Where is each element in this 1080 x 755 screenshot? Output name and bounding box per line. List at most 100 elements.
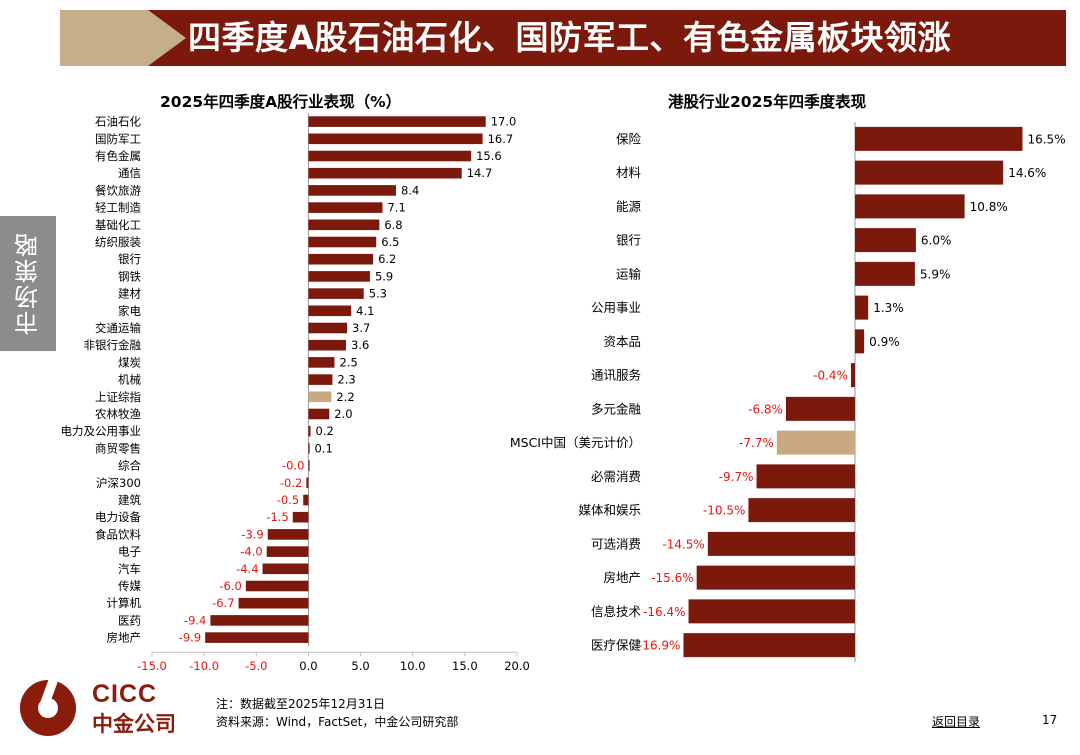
cicc-logo: CICC 中金公司 (20, 680, 190, 736)
b-bar (696, 565, 855, 590)
b-data-label: 0.9% (869, 335, 900, 349)
a-data-label: -4.0 (240, 545, 262, 559)
a-category-label: 轻工制造 (95, 201, 141, 215)
a-bar (308, 408, 330, 420)
b-data-label: 1.3% (873, 301, 904, 315)
a-category-label: 非银行金融 (84, 338, 142, 352)
b-category-label: 能源 (616, 199, 642, 214)
title-banner: 四季度A股石油石化、国防军工、有色金属板块领涨 (60, 10, 1066, 66)
a-data-label: 17.0 (491, 115, 517, 129)
a-data-label: -6.7 (212, 596, 234, 610)
a-x-tick-label: 0.0 (299, 659, 317, 673)
b-data-label: -9.7% (719, 470, 754, 484)
b-category-label: 可选消费 (591, 536, 641, 551)
a-category-label: 银行 (118, 252, 141, 266)
a-data-label: -1.5 (266, 510, 288, 524)
a-category-label: 餐饮旅游 (95, 183, 141, 197)
a-bar (308, 236, 377, 248)
a-x-tick-label: 15.0 (452, 659, 478, 673)
a-bar (308, 116, 486, 127)
logo-text-cn: 中金公司 (92, 712, 176, 736)
a-bar (308, 391, 332, 403)
a-category-label: 纺织服装 (95, 235, 141, 249)
a-share-chart-title: 2025年四季度A股行业表现（%） (160, 93, 402, 111)
a-data-label: 2.3 (337, 373, 355, 387)
a-data-label: 6.8 (384, 218, 402, 232)
a-x-tick-label: -5.0 (245, 659, 267, 673)
b-category-label: 医疗保健 (591, 638, 642, 653)
a-bar (308, 425, 311, 437)
a-data-label: 0.1 (314, 441, 332, 455)
hk-chart-title: 港股行业2025年四季度表现 (668, 93, 867, 111)
b-data-label: 10.8% (970, 200, 1008, 214)
footer-source: 资料来源：Wind，FactSet，中金公司研究部 (216, 715, 459, 729)
a-data-label: 2.0 (334, 407, 352, 421)
a-bar (308, 133, 483, 145)
b-category-label: 房地产 (603, 570, 641, 585)
a-data-label: -9.9 (179, 631, 201, 645)
a-data-label: -0.2 (280, 476, 302, 490)
b-data-label: -10.5% (703, 504, 745, 518)
a-category-label: 国防军工 (95, 132, 141, 146)
b-category-label: 资本品 (603, 334, 641, 349)
a-bar (308, 253, 374, 265)
a-x-tick-label: -15.0 (137, 659, 167, 673)
a-bar (267, 529, 309, 540)
a-bar (306, 477, 309, 489)
a-bar (308, 185, 397, 196)
a-bar (308, 339, 346, 351)
b-category-label: 材料 (616, 165, 642, 180)
b-data-label: -14.5% (662, 537, 704, 551)
footer-note: 注：数据截至2025年12月31日 (216, 697, 386, 711)
a-category-label: 汽车 (118, 562, 141, 576)
a-category-label: 有色金属 (95, 149, 141, 163)
a-bar (245, 580, 309, 592)
b-category-label: 公用事业 (591, 300, 641, 315)
b-data-label: -7.7% (739, 436, 774, 450)
a-data-label: 2.2 (336, 390, 354, 404)
b-bar (855, 194, 965, 219)
a-category-label: 商贸零售 (95, 441, 141, 455)
b-data-label: -0.4% (813, 369, 848, 383)
a-bar (308, 219, 380, 231)
a-bar (308, 305, 352, 317)
a-bar (308, 460, 310, 471)
a-data-label: -3.9 (241, 527, 263, 541)
a-category-label: 房地产 (107, 631, 142, 645)
b-bar (855, 261, 915, 286)
b-data-label: -16.4% (643, 605, 685, 619)
a-bar (308, 288, 364, 299)
b-bar (850, 363, 855, 388)
b-bar (683, 633, 855, 658)
b-bar (785, 396, 855, 421)
b-data-label: -15.6% (651, 571, 693, 585)
b-data-label: 6.0% (921, 234, 952, 248)
a-bar (308, 374, 333, 385)
a-data-label: 2.5 (340, 355, 358, 369)
a-data-label: 8.4 (401, 183, 419, 197)
b-category-label: 保险 (616, 131, 642, 146)
b-data-label: 5.9% (920, 267, 951, 281)
a-data-label: -6.0 (219, 579, 241, 593)
a-bar (292, 511, 309, 523)
a-category-label: 建材 (118, 287, 141, 301)
a-category-label: 综合 (118, 459, 141, 473)
a-bar (262, 563, 309, 575)
b-bar (855, 126, 1023, 151)
a-x-tick-label: 5.0 (351, 659, 369, 673)
b-data-label: -16.9% (638, 639, 680, 653)
b-bar (748, 498, 855, 523)
b-category-label: 银行 (616, 233, 641, 248)
b-data-label: 14.6% (1008, 166, 1046, 180)
a-category-label: 沪深300 (96, 476, 141, 490)
footer-notes: 注：数据截至2025年12月31日 资料来源：Wind，FactSet，中金公司… (216, 695, 458, 731)
b-bar (855, 228, 916, 253)
back-to-contents-link[interactable]: 返回目录 (932, 715, 981, 729)
b-category-label: 通讯服务 (591, 368, 641, 383)
a-data-label: -0.5 (277, 493, 299, 507)
a-data-label: 16.7 (488, 132, 514, 146)
a-category-label: 电力及公用事业 (61, 424, 142, 438)
b-category-label: 信息技术 (591, 604, 642, 619)
a-data-label: -0.0 (282, 459, 304, 473)
